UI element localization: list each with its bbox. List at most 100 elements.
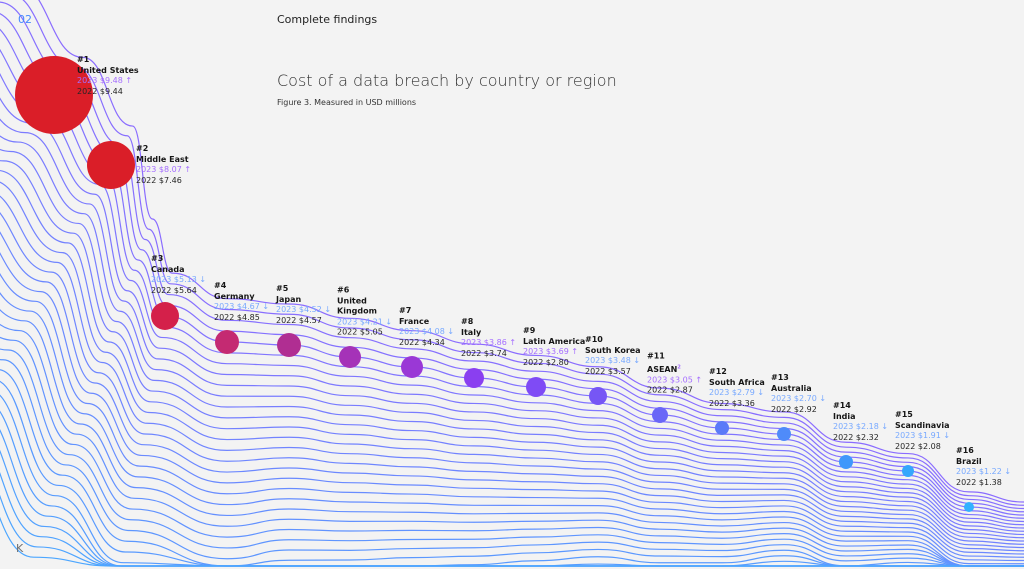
trend-up-icon: ↑ <box>695 375 703 384</box>
rank: #5 <box>276 284 289 293</box>
value-2023-text: 2023 $3.86 <box>461 338 507 347</box>
region-name-text: Latin America <box>523 336 586 346</box>
bubble-united-states <box>15 56 93 134</box>
region-name: United States <box>77 66 139 77</box>
flow-line <box>0 135 1024 532</box>
value-2023-text: 2023 $1.22 <box>956 467 1002 476</box>
trend-down-icon: ↓ <box>943 431 951 440</box>
value-2022: 2022 $2.80 <box>523 357 569 367</box>
bubble-india <box>839 455 853 469</box>
value-2023-text: 2023 $9.48 <box>77 76 123 85</box>
region-name-text: Italy <box>461 327 482 337</box>
region-name-text: Japan <box>276 294 302 304</box>
value-2022: 2022 $4.85 <box>214 312 260 322</box>
region-name: South Africa <box>709 378 765 389</box>
value-2023: 2023 $4.67 ↓ <box>214 302 269 313</box>
flow-line <box>0 148 1024 536</box>
value-2023-text: 2023 $1.91 <box>895 431 941 440</box>
rank: #12 <box>709 367 727 376</box>
value-2022: 2022 $7.46 <box>136 175 182 185</box>
flow-line <box>0 49 1024 519</box>
page-number: 02 <box>18 13 32 26</box>
bubble-australia <box>777 427 791 441</box>
rank: #7 <box>399 306 412 315</box>
flow-line <box>0 323 1024 567</box>
flow-line <box>22 0 1024 506</box>
value-2023: 2023 $3.05 ↑ <box>647 375 702 386</box>
value-2023-text: 2023 $4.52 <box>276 305 322 314</box>
label-united-kingdom: #6 United Kingdom 2023 $4.21 ↓ 2022 $5.05 <box>337 286 392 339</box>
trend-down-icon: ↓ <box>199 275 207 284</box>
region-name: Canada <box>151 265 206 276</box>
label-south-africa: #12 South Africa 2023 $2.79 ↓ 2022 $3.36 <box>709 367 765 409</box>
flow-line <box>0 231 1024 555</box>
region-name-text: France <box>399 316 430 326</box>
value-2023-text: 2023 $4.08 <box>399 327 445 336</box>
value-2023: 2023 $3.69 ↑ <box>523 347 585 358</box>
value-2022: 2022 $3.36 <box>709 398 755 408</box>
region-name: Australia <box>771 384 826 395</box>
bubble-south-korea <box>589 387 607 405</box>
rank: #14 <box>833 401 851 410</box>
flow-line <box>0 1 1024 510</box>
value-2023: 2023 $3.86 ↑ <box>461 338 516 349</box>
value-2023: 2023 $2.18 ↓ <box>833 422 888 433</box>
value-2023-text: 2023 $8.07 <box>136 165 182 174</box>
region-name: Scandinavia <box>895 421 950 432</box>
region-name-text: Australia <box>771 383 812 393</box>
flow-line <box>0 308 1024 567</box>
region-name-text: Middle East <box>136 154 189 164</box>
value-2022: 2022 $1.38 <box>956 477 1002 487</box>
region-name: Germany <box>214 292 269 303</box>
rank: #8 <box>461 317 474 326</box>
value-2023-text: 2023 $2.18 <box>833 422 879 431</box>
value-2022: 2022 $2.87 <box>647 385 693 395</box>
label-india: #14 India 2023 $2.18 ↓ 2022 $2.32 <box>833 401 888 443</box>
trend-down-icon: ↓ <box>324 305 332 314</box>
label-canada: #3 Canada 2023 $5.13 ↓ 2022 $5.64 <box>151 254 206 296</box>
flow-line <box>0 118 1024 529</box>
value-2023-text: 2023 $4.21 <box>337 317 383 326</box>
label-australia: #13 Australia 2023 $2.70 ↓ 2022 $2.92 <box>771 373 826 415</box>
value-2023: 2023 $9.48 ↑ <box>77 76 139 87</box>
label-germany: #4 Germany 2023 $4.67 ↓ 2022 $4.85 <box>214 281 269 323</box>
value-2023-text: 2023 $2.79 <box>709 388 755 397</box>
bubble-italy <box>464 368 484 388</box>
flow-line <box>0 252 1024 558</box>
flow-line <box>0 181 1024 545</box>
trend-down-icon: ↓ <box>262 302 270 311</box>
region-name-text: United Kingdom <box>337 296 377 316</box>
value-2022: 2022 $2.08 <box>895 441 941 451</box>
value-2023: 2023 $4.08 ↓ <box>399 327 454 338</box>
value-2023: 2023 $2.79 ↓ <box>709 388 765 399</box>
trend-up-icon: ↑ <box>184 165 192 174</box>
flow-line <box>0 13 1024 513</box>
bubble-brazil <box>964 502 974 512</box>
label-south-korea: #10 South Korea 2023 $3.48 ↓ 2022 $3.57 <box>585 335 641 377</box>
bubble-latin-america <box>526 377 546 397</box>
rank: #15 <box>895 410 913 419</box>
region-name-text: South Africa <box>709 377 765 387</box>
value-2023: 2023 $4.21 ↓ <box>337 317 392 328</box>
trend-down-icon: ↓ <box>385 317 393 326</box>
region-name: Latin America <box>523 337 585 348</box>
label-brazil: #16 Brazil 2023 $1.22 ↓ 2022 $1.38 <box>956 446 1011 488</box>
value-2022: 2022 $4.34 <box>399 337 445 347</box>
region-name-text: ASEAN <box>647 364 678 374</box>
rank: #2 <box>136 144 149 153</box>
flow-line <box>0 170 1024 542</box>
region-name: India <box>833 412 888 423</box>
bubble-france <box>401 356 423 378</box>
value-2022: 2022 $2.32 <box>833 432 879 442</box>
rank: #3 <box>151 254 164 263</box>
flow-line <box>38 0 1024 503</box>
value-2023-text: 2023 $5.13 <box>151 275 197 284</box>
footnote-marker: 2 <box>677 363 681 370</box>
section-title: Complete findings <box>277 13 378 26</box>
trend-down-icon: ↓ <box>1004 467 1012 476</box>
flow-line <box>0 358 1024 567</box>
region-name-text: Scandinavia <box>895 420 950 430</box>
value-2022: 2022 $5.05 <box>337 327 383 337</box>
region-name: United Kingdom <box>337 296 392 317</box>
value-2022: 2022 $2.92 <box>771 404 817 414</box>
